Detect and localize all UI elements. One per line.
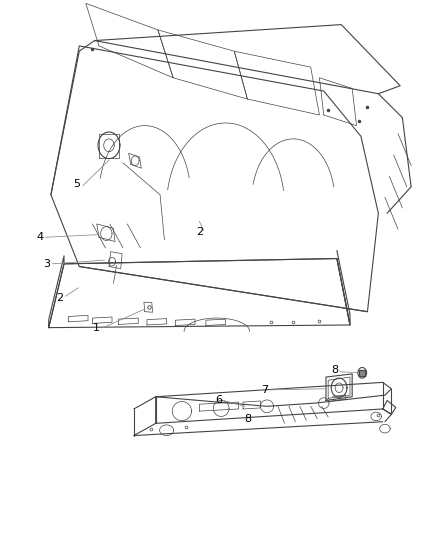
Text: 4: 4 — [36, 232, 43, 243]
Text: 8: 8 — [244, 414, 251, 424]
Text: 1: 1 — [93, 322, 100, 333]
Text: 6: 6 — [215, 395, 223, 406]
Text: 7: 7 — [261, 385, 268, 395]
Text: 8: 8 — [331, 365, 338, 375]
Text: 5: 5 — [74, 179, 81, 189]
Text: 2: 2 — [56, 293, 63, 303]
Text: 3: 3 — [43, 259, 50, 269]
Text: 2: 2 — [196, 227, 203, 237]
